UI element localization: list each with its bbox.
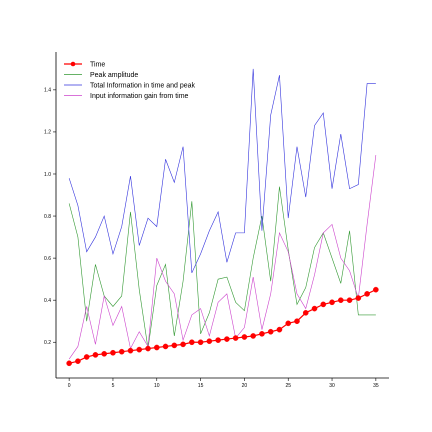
data-point bbox=[267, 328, 274, 335]
axes: 0 5 10 15 20 25 30 35 0.2 0.4 0.6 0.8 1.0 1.2 1.4 bbox=[44, 52, 389, 389]
x-tick-label: 25 bbox=[285, 383, 291, 389]
y-tick-label: 1.0 bbox=[44, 172, 51, 178]
data-point bbox=[145, 345, 151, 352]
data-point bbox=[355, 295, 362, 301]
series-line-2 bbox=[68, 68, 376, 273]
data-point bbox=[110, 349, 116, 356]
series-line-3 bbox=[68, 155, 377, 360]
data-point bbox=[101, 351, 107, 357]
data-point bbox=[373, 286, 379, 293]
x-tick-label: 5 bbox=[112, 383, 115, 389]
x-tick-label: 20 bbox=[242, 383, 248, 389]
data-point bbox=[320, 301, 327, 308]
y-tick-label: 0.8 bbox=[44, 214, 51, 220]
data-point bbox=[285, 320, 292, 327]
y-tick-label: 1.2 bbox=[44, 130, 51, 136]
data-point bbox=[232, 335, 239, 341]
data-point bbox=[162, 343, 169, 350]
series-line-1 bbox=[68, 186, 376, 349]
data-point bbox=[241, 334, 248, 340]
data-point bbox=[346, 297, 353, 303]
x-tick-label: 10 bbox=[154, 383, 160, 389]
y-tick-label: 0.4 bbox=[44, 298, 51, 304]
data-point bbox=[311, 305, 318, 312]
data-point bbox=[338, 297, 344, 303]
x-tick-label: 35 bbox=[373, 383, 379, 389]
data-point bbox=[118, 348, 125, 355]
data-point bbox=[83, 354, 90, 360]
data-point bbox=[127, 347, 134, 354]
data-point bbox=[180, 341, 186, 348]
data-point bbox=[259, 331, 265, 337]
data-point bbox=[224, 336, 230, 342]
data-point bbox=[215, 337, 221, 343]
legend-entry: Peak amplitude bbox=[90, 72, 138, 79]
y-tick-label: 1.4 bbox=[44, 88, 51, 94]
x-tick-label: 30 bbox=[329, 383, 335, 389]
data-point bbox=[136, 346, 143, 353]
data-point bbox=[329, 299, 335, 306]
data-point bbox=[294, 318, 300, 325]
legend-entry: Time bbox=[90, 61, 105, 68]
data-point bbox=[153, 344, 160, 351]
legend-marker bbox=[70, 61, 76, 67]
data-point bbox=[75, 358, 81, 364]
data-point bbox=[302, 309, 309, 316]
legend-entry: Input information gain from time bbox=[90, 93, 189, 100]
legend: Time Peak amplitude Total Information in t… bbox=[64, 61, 196, 100]
data-point bbox=[206, 338, 213, 344]
data-point bbox=[250, 333, 256, 339]
x-tick-label: 0 bbox=[68, 383, 71, 389]
y-tick-label: 0.6 bbox=[44, 256, 51, 262]
data-point bbox=[364, 291, 370, 297]
data-point bbox=[189, 339, 195, 346]
data-point bbox=[66, 360, 72, 367]
x-tick-label: 15 bbox=[198, 383, 204, 389]
series-group bbox=[66, 68, 379, 367]
legend-entry: Total Information in time and peak bbox=[90, 82, 196, 89]
data-point bbox=[276, 326, 283, 333]
data-point bbox=[171, 342, 178, 349]
data-point bbox=[197, 339, 204, 346]
data-point bbox=[92, 352, 99, 358]
y-tick-label: 0.2 bbox=[44, 340, 51, 346]
